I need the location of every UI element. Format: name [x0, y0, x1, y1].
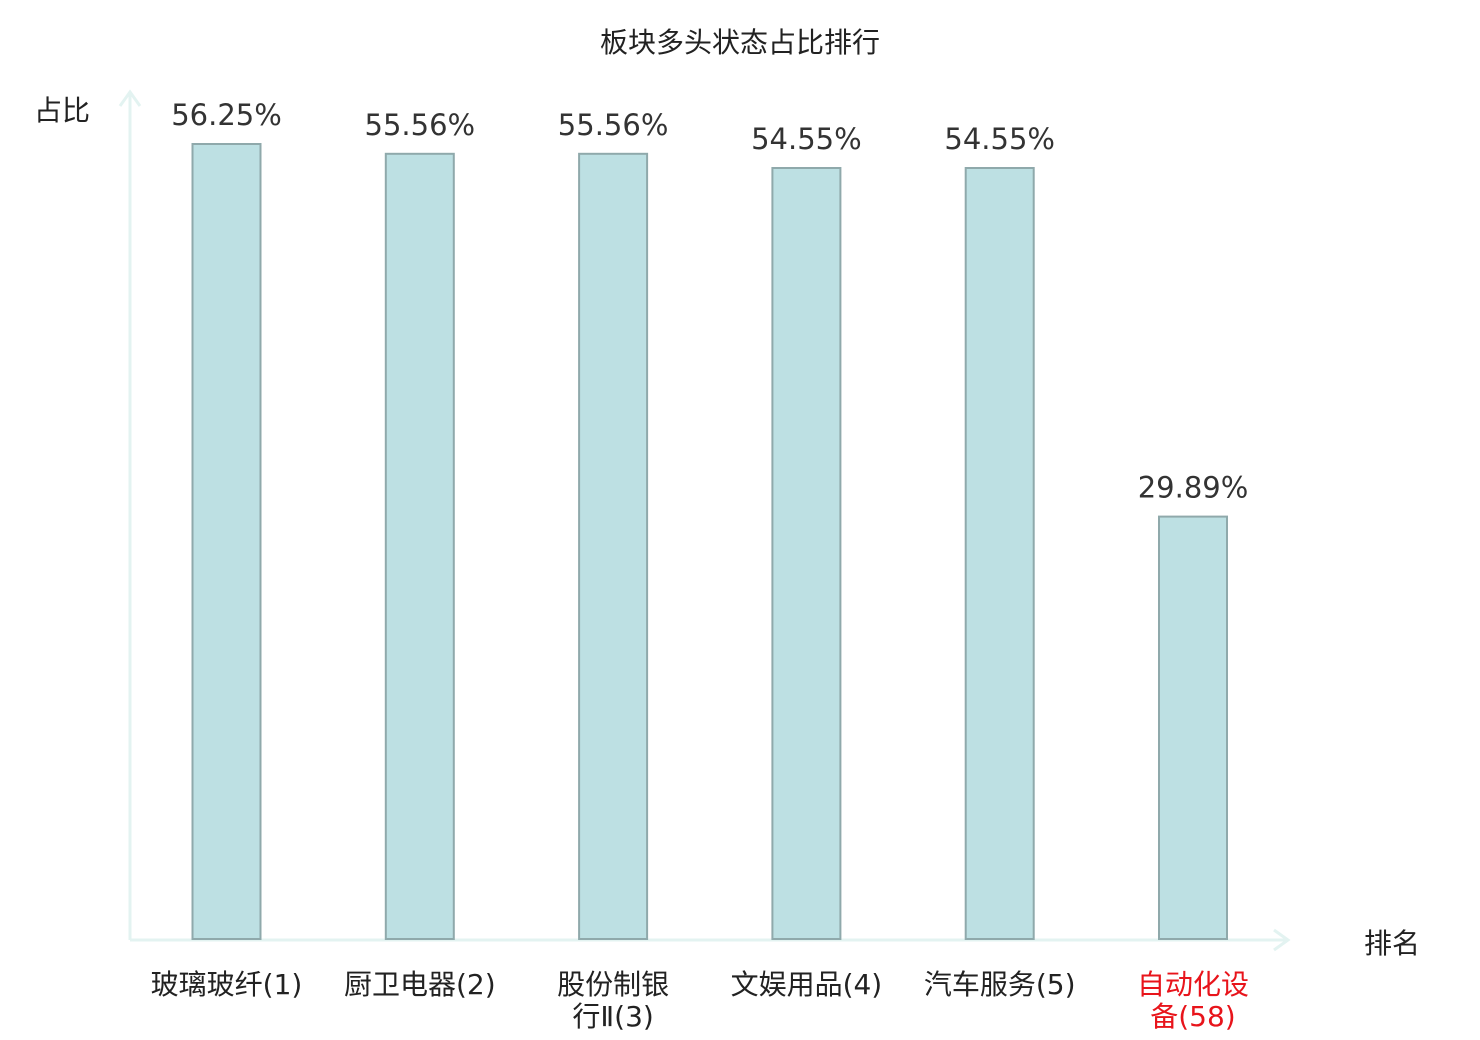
bar	[964, 167, 1035, 940]
category-label: 备(58)	[1150, 1000, 1235, 1033]
bar-series	[191, 143, 1228, 941]
value-label: 54.55%	[944, 122, 1055, 156]
category-label: 自动化设	[1137, 968, 1249, 1001]
value-label: 56.25%	[171, 98, 282, 132]
category-label: 玻璃玻纤(1)	[151, 968, 303, 1001]
value-labels: 56.25% 55.56% 55.56% 54.55% 54.55% 29.89%	[171, 98, 1248, 505]
y-axis-arrowhead	[118, 89, 142, 107]
chart-title: 板块多头状态占比排行	[600, 26, 880, 59]
value-label: 55.56%	[558, 108, 669, 142]
category-label: 汽车服务(5)	[924, 968, 1076, 1001]
x-axis-label: 排名	[1364, 927, 1420, 960]
x-axis-arrowhead	[1273, 928, 1291, 952]
value-label: 55.56%	[365, 108, 476, 142]
bar	[384, 152, 455, 941]
category-label: 股份制银	[557, 968, 669, 1001]
value-label: 29.89%	[1138, 471, 1249, 505]
category-label: 文娱用品(4)	[731, 968, 883, 1001]
category-label: 行Ⅱ(3)	[572, 1000, 653, 1033]
bar	[191, 143, 262, 940]
y-axis-label: 占比	[34, 94, 90, 127]
bar	[771, 167, 842, 940]
bar	[578, 152, 649, 941]
bar	[1158, 515, 1228, 940]
value-label: 54.55%	[751, 122, 862, 156]
category-label: 厨卫电器(2)	[344, 968, 496, 1001]
